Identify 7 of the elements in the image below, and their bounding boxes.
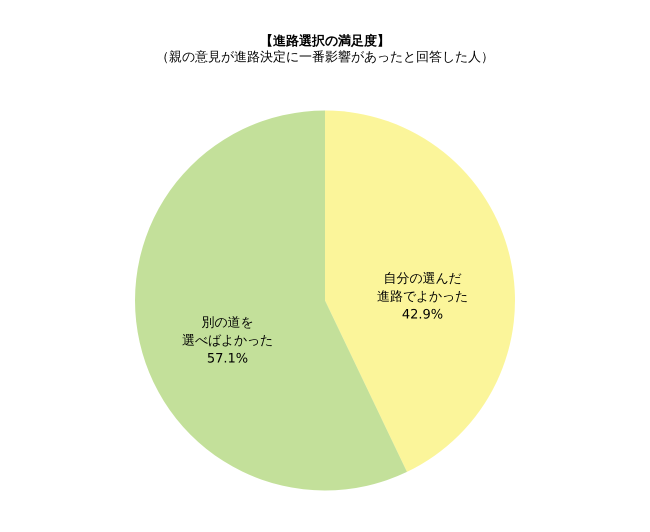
slice-label: 自分の選んだ進路でよかった — [377, 271, 468, 304]
data-label: 57.1% — [206, 352, 248, 367]
data-label: 42.9% — [402, 307, 444, 322]
slice-label: 別の道を選べばよかった — [182, 316, 273, 349]
chart-title: 【進路選択の満足度】 — [260, 33, 390, 49]
chart-subtitle: （親の意見が進路決定に一番影響があったと回答した人） — [156, 50, 494, 65]
pie-slice — [325, 110, 515, 472]
